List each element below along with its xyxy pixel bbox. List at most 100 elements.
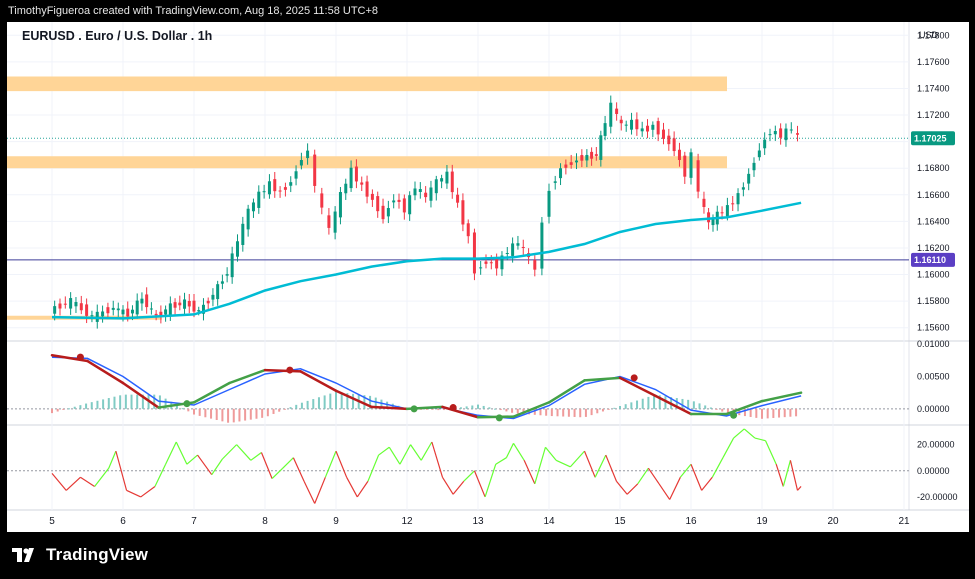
histogram-bar bbox=[68, 408, 71, 410]
histogram-bar bbox=[238, 408, 241, 422]
candle-body bbox=[720, 212, 724, 214]
histogram-bar bbox=[601, 408, 604, 412]
histogram-bar bbox=[73, 406, 76, 409]
histogram-bar bbox=[369, 395, 372, 409]
histogram-bar bbox=[505, 408, 508, 412]
histogram-bar bbox=[545, 408, 548, 416]
momentum-segment bbox=[647, 467, 660, 485]
histogram-bar bbox=[136, 394, 139, 409]
candle-body bbox=[63, 303, 67, 305]
momentum-segment bbox=[165, 441, 177, 465]
histogram-bar bbox=[488, 407, 491, 409]
price-tick-label: 1.15800 bbox=[917, 296, 950, 306]
histogram-bar bbox=[482, 405, 485, 409]
candle-body bbox=[646, 125, 650, 132]
histogram-bar bbox=[477, 404, 479, 409]
momentum-segment bbox=[108, 450, 117, 469]
signal-line-segment bbox=[725, 399, 764, 416]
tradingview-logo[interactable]: TradingView bbox=[12, 545, 148, 565]
histogram-bar bbox=[789, 408, 792, 417]
candle-body bbox=[116, 308, 120, 311]
candle-body bbox=[168, 303, 172, 316]
candle-body bbox=[763, 139, 767, 149]
candle-body bbox=[619, 119, 623, 124]
histogram-bar bbox=[431, 408, 434, 410]
momentum-segment bbox=[743, 428, 756, 439]
support-line-label: 1.16110 bbox=[914, 255, 946, 265]
signal-line-segment bbox=[512, 401, 551, 418]
candle-body bbox=[553, 181, 557, 183]
momentum-segment bbox=[505, 443, 515, 458]
oscillator-tick-label: 0.00000 bbox=[917, 404, 950, 414]
candle-body bbox=[220, 281, 224, 284]
last-price-label: 1.17025 bbox=[914, 133, 947, 143]
signal-line-segment bbox=[86, 359, 125, 385]
candle-body bbox=[140, 298, 144, 304]
momentum-segment bbox=[605, 454, 618, 482]
plot-area bbox=[7, 22, 909, 510]
histogram-bar bbox=[352, 393, 355, 409]
momentum-segment bbox=[484, 464, 497, 498]
oscillator-tick-label: 0.01000 bbox=[917, 339, 950, 349]
momentum-segment bbox=[175, 441, 188, 465]
price-axis bbox=[909, 22, 969, 532]
candle-body bbox=[278, 190, 282, 192]
candle-body bbox=[472, 232, 476, 274]
candle-body bbox=[154, 313, 158, 316]
momentum-segment bbox=[154, 463, 167, 487]
histogram-bar bbox=[755, 408, 758, 418]
candle-body bbox=[257, 191, 261, 208]
candle-body bbox=[135, 300, 139, 315]
histogram-bar bbox=[630, 402, 633, 409]
tradingview-logo-text: TradingView bbox=[46, 545, 149, 564]
momentum-segment bbox=[594, 454, 607, 478]
momentum-segment bbox=[789, 460, 799, 491]
histogram-bar bbox=[119, 395, 122, 409]
histogram-bar bbox=[647, 396, 650, 409]
histogram-bar bbox=[164, 398, 167, 409]
candle-body bbox=[225, 274, 229, 276]
momentum-segment bbox=[346, 477, 358, 498]
momentum-segment bbox=[140, 485, 156, 498]
histogram-bar bbox=[266, 408, 269, 417]
candle-body bbox=[707, 212, 711, 223]
histogram-bar bbox=[567, 408, 570, 417]
candle-body bbox=[58, 303, 62, 309]
time-tick-label: 12 bbox=[401, 516, 413, 527]
candle-body bbox=[69, 298, 73, 309]
candle-body bbox=[360, 182, 364, 185]
top-bar: TimothyFigueroa created with TradingView… bbox=[0, 0, 975, 22]
candle-body bbox=[111, 307, 115, 310]
candle-body bbox=[273, 179, 277, 192]
momentum-segment bbox=[512, 442, 525, 461]
time-tick-label: 5 bbox=[49, 516, 55, 527]
histogram-bar bbox=[653, 395, 656, 409]
candle-body bbox=[74, 302, 78, 307]
candle-body bbox=[440, 178, 444, 182]
ema-line bbox=[51, 201, 802, 320]
histogram-bar bbox=[204, 408, 207, 418]
candle-body bbox=[183, 299, 187, 309]
candle-body bbox=[661, 129, 665, 139]
candle-body bbox=[768, 134, 772, 136]
time-tick-label: 6 bbox=[120, 516, 126, 527]
momentum-segment bbox=[637, 467, 649, 485]
histogram-bar bbox=[386, 401, 389, 409]
momentum-segment bbox=[51, 472, 67, 491]
candle-body bbox=[429, 187, 433, 201]
histogram-bar bbox=[766, 408, 769, 419]
momentum-segment bbox=[271, 467, 284, 480]
candle-body bbox=[283, 187, 287, 190]
candle-body bbox=[216, 284, 220, 300]
candle-body bbox=[241, 223, 245, 245]
histogram-bar bbox=[62, 408, 65, 410]
histogram-bar bbox=[51, 408, 53, 414]
cross-marker bbox=[183, 400, 191, 408]
momentum-segment bbox=[523, 460, 536, 485]
time-tick-label: 7 bbox=[191, 516, 197, 527]
momentum-segment bbox=[797, 486, 802, 491]
histogram-bar bbox=[420, 408, 423, 410]
histogram-bar bbox=[181, 408, 184, 410]
candle-body bbox=[466, 223, 470, 237]
